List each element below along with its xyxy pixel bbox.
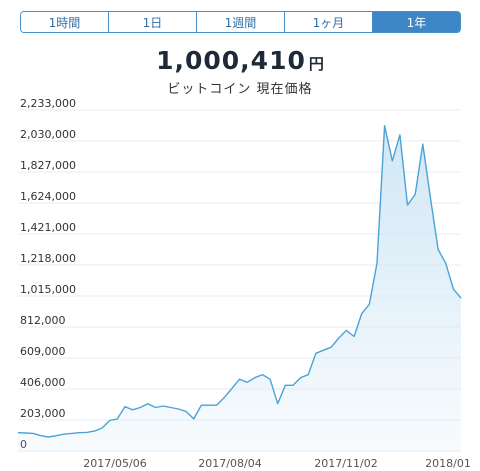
price-value: 1,000,410 (156, 46, 306, 75)
y-tick-label: 1,218,000 (20, 252, 76, 265)
price-line (17, 125, 462, 438)
x-tick-label: 2017/11/02 (314, 457, 377, 470)
y-tick-label: 1,624,000 (20, 190, 76, 203)
tab-1-hour[interactable]: 1時間 (21, 12, 108, 32)
tab-1-year[interactable]: 1年 (372, 12, 460, 32)
x-tick-label: 2017/08/04 (198, 457, 261, 470)
price-unit: 円 (308, 55, 324, 73)
y-tick-label: 2,030,000 (20, 128, 76, 141)
price-area-fill (18, 125, 461, 451)
y-tick-label: 203,000 (20, 407, 66, 420)
tab-1-day[interactable]: 1日 (108, 12, 196, 32)
y-tick-label: 406,000 (20, 376, 66, 389)
range-tabs: 1時間 1日 1週間 1ヶ月 1年 (20, 11, 461, 33)
y-tick-label: 812,000 (20, 314, 66, 327)
y-tick-label: 609,000 (20, 345, 66, 358)
x-tick-label: 2017/05/06 (83, 457, 146, 470)
tab-1-month[interactable]: 1ヶ月 (284, 12, 372, 32)
tab-1-week[interactable]: 1週間 (196, 12, 284, 32)
price-subtitle: ビットコイン 現在価格 (167, 82, 313, 97)
y-tick-label: 2,233,000 (20, 97, 76, 110)
x-tick-label: 2018/01 (425, 457, 471, 470)
y-tick-label: 1,421,000 (20, 221, 76, 234)
y-tick-label: 1,015,000 (20, 283, 76, 296)
y-tick-label: 1,827,000 (20, 159, 76, 172)
price-chart: 2,233,000 2,030,000 1,827,000 1,624,000 1,42… (17, 97, 471, 470)
current-price: 1,000,410 円 (0, 46, 480, 75)
